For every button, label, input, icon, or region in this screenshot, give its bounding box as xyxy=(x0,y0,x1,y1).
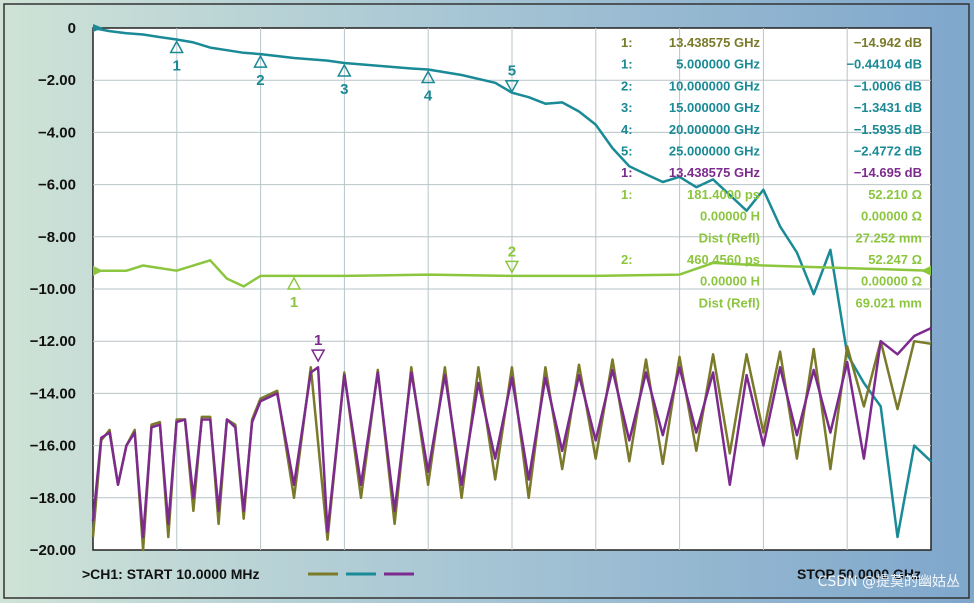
marker-triangle-teal xyxy=(253,54,268,68)
y-tick-label: 0 xyxy=(68,20,76,37)
readout-index: 1: xyxy=(621,187,633,202)
readout-index: 2: xyxy=(621,78,633,93)
readout-index: 3: xyxy=(621,100,633,115)
readout-index: 2: xyxy=(621,252,633,267)
y-tick-label: −18.00 xyxy=(30,490,76,507)
readout-value: 52.210 Ω xyxy=(868,187,922,202)
marker-triangle-purple xyxy=(310,349,326,363)
marker-label-teal: 4 xyxy=(424,87,433,104)
marker-triangle-teal xyxy=(504,79,520,94)
marker-layer: 1 2 3 4 5 1 2 1 xyxy=(93,24,931,363)
readout-value: 52.247 Ω xyxy=(868,252,922,267)
marker-triangle-green xyxy=(504,260,520,274)
readout-value: −2.4772 dB xyxy=(854,144,922,159)
readout-value: −0.44104 dB xyxy=(846,57,922,72)
watermark: CSDN @提莫的幽姑丛 xyxy=(818,574,960,590)
marker-triangle-teal xyxy=(420,69,436,84)
outer-border xyxy=(3,3,970,599)
readout-middle: Dist (Refl) xyxy=(699,230,760,245)
y-tick-label: −14.00 xyxy=(30,385,76,402)
readout-index: 5: xyxy=(621,144,633,159)
readout-middle: 13.438575 GHz xyxy=(669,35,761,50)
marker-triangle-teal xyxy=(169,39,184,54)
x-start-label: >CH1: START 10.0000 MHz xyxy=(82,566,260,582)
ref-arrow-teal xyxy=(93,24,103,32)
y-tick-label: −12.00 xyxy=(30,333,76,350)
series-line-purple xyxy=(91,326,932,539)
readout-middle: 20.000000 GHz xyxy=(669,122,761,137)
readout-middle: 460.4560 ps xyxy=(687,252,760,267)
readout-value: 69.021 mm xyxy=(856,295,923,310)
series-line-teal xyxy=(92,26,932,539)
readout-middle: 0.00000 H xyxy=(700,209,760,224)
readout-value: 27.252 mm xyxy=(856,230,923,245)
readout-value: 0.00000 Ω xyxy=(861,274,922,289)
readout-value: −14.942 dB xyxy=(854,35,922,50)
readout-index: 1: xyxy=(621,35,633,50)
marker-label-green: 2 xyxy=(508,243,516,260)
x-stop-label: STOP 50.0000 GHz xyxy=(797,566,921,582)
y-tick-label: −2.00 xyxy=(38,72,76,89)
marker-triangle-teal xyxy=(337,63,352,77)
readout-middle: 5.000000 GHz xyxy=(676,57,760,72)
readout-index: 1: xyxy=(621,165,633,180)
y-tick-label: −16.00 xyxy=(30,438,76,455)
y-tick-labels: 0 −2.00 −4.00 −6.00 −8.00 −10.00 −12.00 −14.00 −… xyxy=(30,20,76,559)
ref-arrow-green-right xyxy=(921,265,931,276)
y-tick-label: −8.00 xyxy=(38,229,76,246)
readout-value: −1.3431 dB xyxy=(854,100,922,115)
marker-label-green: 1 xyxy=(290,294,298,311)
readout-value: 0.00000 Ω xyxy=(861,209,922,224)
marker-label-purple: 1 xyxy=(314,332,322,349)
marker-label-teal: 3 xyxy=(340,81,348,98)
y-tick-label: −20.00 xyxy=(30,542,76,559)
readout-middle: 13.438575 GHz xyxy=(669,165,761,180)
readout-middle: 10.000000 GHz xyxy=(669,78,761,93)
marker-triangle-green xyxy=(286,276,302,290)
readout-value: −1.5935 dB xyxy=(854,122,922,137)
readout-middle: 0.00000 H xyxy=(700,274,760,289)
series-line-olive xyxy=(91,339,932,552)
series-line-green xyxy=(93,259,932,288)
readout-middle: 181.4000 ps xyxy=(687,187,760,202)
readout-middle: Dist (Refl) xyxy=(699,295,760,310)
readout-index: 1: xyxy=(621,57,633,72)
readout-middle: 15.000000 GHz xyxy=(669,100,761,115)
readout-value: −1.0006 dB xyxy=(854,78,922,93)
readout-value: −14.695 dB xyxy=(854,165,922,180)
grid xyxy=(93,28,931,550)
readout-middle: 25.000000 GHz xyxy=(669,144,761,159)
marker-label-teal: 1 xyxy=(172,57,180,74)
y-tick-label: −4.00 xyxy=(38,124,76,141)
readout-index: 4: xyxy=(621,122,633,137)
marker-readout: 1: 13.438575 GHz −14.942 dB 1: 5.000000 GHz −… xyxy=(621,35,922,310)
marker-label-teal: 2 xyxy=(256,72,264,89)
series-layer xyxy=(91,26,932,552)
marker-label-teal: 5 xyxy=(508,63,516,80)
y-tick-label: −10.00 xyxy=(30,281,76,298)
y-tick-label: −6.00 xyxy=(38,177,76,194)
ref-arrow-green xyxy=(93,265,103,276)
